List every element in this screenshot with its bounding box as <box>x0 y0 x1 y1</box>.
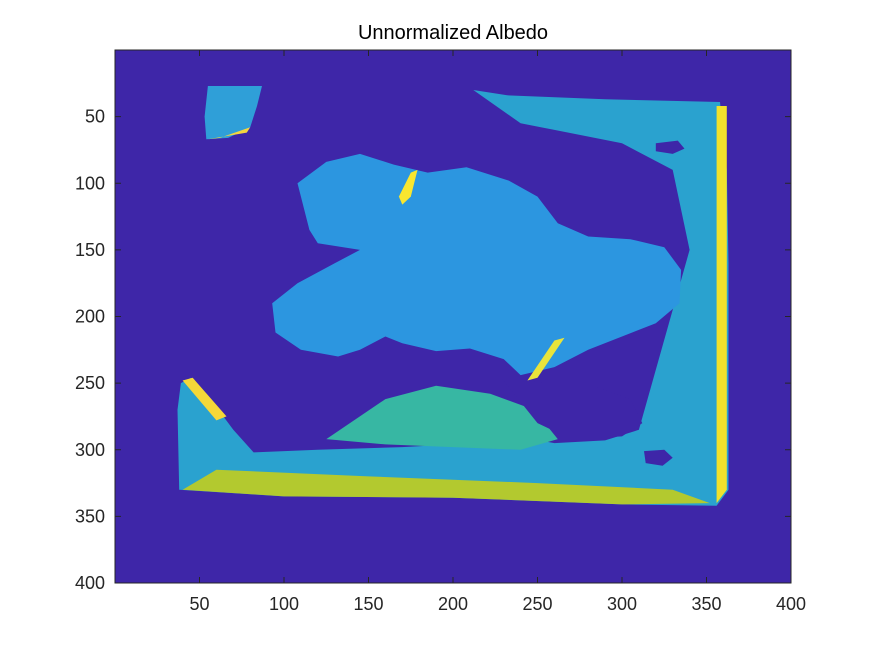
y-tick-label: 100 <box>75 173 105 193</box>
x-axis: 50 100 150 200 250 300 350 400 <box>189 50 806 614</box>
y-tick-label: 350 <box>75 506 105 526</box>
x-tick-label: 50 <box>189 594 209 614</box>
x-tick-label: 400 <box>776 594 806 614</box>
x-tick-label: 300 <box>607 594 637 614</box>
albedo-highlight-2 <box>716 106 727 504</box>
x-tick-label: 150 <box>353 594 383 614</box>
y-axis: 50 100 150 200 250 300 350 400 <box>75 107 791 593</box>
albedo-region-2 <box>177 90 729 506</box>
x-tick-label: 200 <box>438 594 468 614</box>
plot-area <box>114 49 792 584</box>
albedo-region-7 <box>655 140 685 154</box>
albedo-region-8 <box>644 449 673 466</box>
albedo-highlight-5 <box>207 127 251 140</box>
y-tick-label: 250 <box>75 373 105 393</box>
albedo-region-6 <box>500 376 643 440</box>
albedo-highlight-1 <box>398 169 418 205</box>
chart-title: Unnormalized Albedo <box>358 22 548 44</box>
x-tick-label: 100 <box>269 594 299 614</box>
x-tick-label: 250 <box>522 594 552 614</box>
y-tick-label: 50 <box>85 107 105 127</box>
albedo-region-4 <box>326 385 558 450</box>
albedo-region-1 <box>204 86 262 140</box>
albedo-highlight-3 <box>182 377 227 421</box>
y-tick-label: 300 <box>75 440 105 460</box>
albedo-highlight-4 <box>527 337 565 381</box>
albedo-region-3 <box>272 153 682 376</box>
y-tick-label: 400 <box>75 573 105 593</box>
x-tick-label: 350 <box>691 594 721 614</box>
albedo-region-5 <box>182 469 710 505</box>
y-tick-label: 150 <box>75 240 105 260</box>
y-tick-label: 200 <box>75 307 105 327</box>
